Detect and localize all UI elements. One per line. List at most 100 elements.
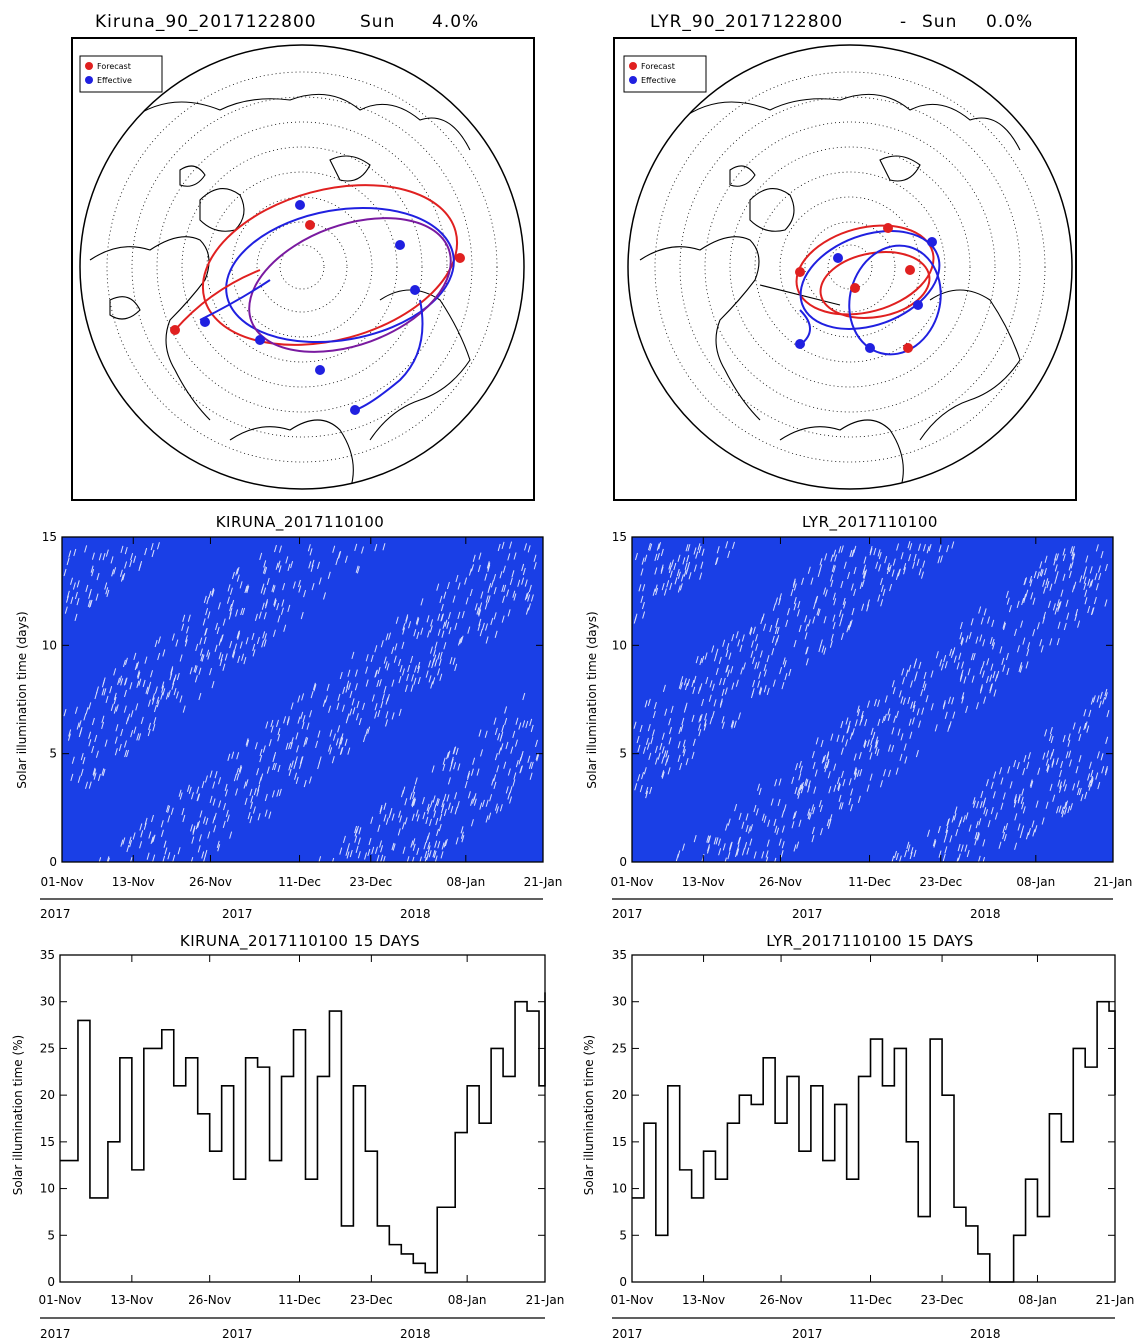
data-point xyxy=(807,619,811,627)
data-point xyxy=(505,741,509,750)
data-point xyxy=(1030,592,1034,600)
data-point xyxy=(903,563,907,571)
data-point xyxy=(130,729,134,738)
data-point xyxy=(780,850,784,858)
data-point xyxy=(400,789,404,798)
legend-label-effective: Effective xyxy=(641,76,676,85)
data-point xyxy=(1085,555,1089,563)
data-point xyxy=(474,603,478,611)
data-point xyxy=(1016,645,1020,653)
data-point xyxy=(918,568,922,576)
data-point xyxy=(1067,733,1071,741)
data-point xyxy=(942,700,946,708)
data-point xyxy=(1078,755,1082,763)
data-point xyxy=(365,654,369,662)
data-point xyxy=(68,729,72,737)
data-point xyxy=(144,547,148,556)
x-tick-label: 13-Nov xyxy=(682,1293,725,1307)
data-point xyxy=(514,739,518,747)
data-point xyxy=(70,773,74,781)
x-tick-label: 26-Nov xyxy=(188,1293,231,1307)
data-point xyxy=(91,745,95,754)
data-point xyxy=(687,544,691,552)
data-point xyxy=(827,821,831,829)
data-point xyxy=(776,626,780,635)
data-point xyxy=(775,617,779,626)
data-point xyxy=(725,649,729,658)
data-point xyxy=(317,730,321,738)
data-point xyxy=(93,769,97,777)
data-point xyxy=(398,658,402,667)
data-point xyxy=(509,577,513,585)
data-point xyxy=(856,705,860,713)
data-point xyxy=(682,843,685,851)
data-point xyxy=(853,753,857,761)
data-point xyxy=(385,817,389,825)
data-point xyxy=(1097,565,1101,573)
data-point xyxy=(991,638,995,647)
data-point xyxy=(1101,766,1105,774)
data-point xyxy=(277,734,281,742)
data-point xyxy=(753,851,757,859)
data-point xyxy=(952,711,956,719)
x-tick-label: 08-Jan xyxy=(1018,1293,1057,1307)
data-point xyxy=(982,839,986,847)
data-point xyxy=(434,641,438,649)
data-point xyxy=(979,634,983,642)
data-point xyxy=(123,689,127,698)
data-point xyxy=(106,857,110,865)
data-point xyxy=(701,548,705,556)
data-point xyxy=(1079,575,1083,583)
data-point xyxy=(200,653,204,662)
data-point xyxy=(509,796,512,804)
data-point xyxy=(819,827,823,836)
data-point xyxy=(355,565,359,573)
data-point xyxy=(392,843,396,851)
data-point xyxy=(719,698,723,706)
data-point xyxy=(697,723,701,731)
x-tick-label: 21-Jan xyxy=(526,1293,565,1307)
data-point xyxy=(740,667,744,675)
data-point xyxy=(287,604,291,613)
data-point xyxy=(466,772,470,781)
data-point xyxy=(640,568,644,576)
data-point xyxy=(88,702,92,710)
data-point xyxy=(993,689,997,697)
data-point xyxy=(943,655,947,663)
data-point xyxy=(692,686,696,695)
data-point xyxy=(884,695,888,703)
data-point xyxy=(974,831,978,840)
data-point xyxy=(208,590,212,599)
data-point xyxy=(851,607,855,616)
data-point xyxy=(637,744,641,753)
data-point xyxy=(904,756,908,764)
data-point xyxy=(1058,785,1062,793)
map-sun-value: 0.0% xyxy=(986,12,1033,32)
data-point xyxy=(264,601,268,609)
data-point xyxy=(670,705,674,713)
data-point xyxy=(432,677,436,685)
data-point xyxy=(1023,595,1027,604)
data-point xyxy=(1052,603,1056,611)
data-point xyxy=(972,652,976,661)
data-point xyxy=(774,825,778,833)
data-point xyxy=(756,661,760,669)
data-point xyxy=(447,802,451,810)
data-point xyxy=(734,803,738,812)
data-point xyxy=(457,611,461,620)
data-point xyxy=(138,563,142,572)
data-point xyxy=(961,692,965,700)
data-point xyxy=(484,730,488,738)
data-point xyxy=(1083,576,1087,584)
data-point xyxy=(339,671,343,680)
data-point xyxy=(1095,772,1099,780)
data-point xyxy=(225,809,229,818)
data-point xyxy=(446,752,450,760)
data-point xyxy=(465,597,469,605)
data-point xyxy=(199,810,203,818)
data-point xyxy=(853,545,857,553)
data-point xyxy=(842,778,846,787)
data-point xyxy=(259,552,263,561)
data-point xyxy=(861,603,865,611)
data-point xyxy=(73,548,77,557)
